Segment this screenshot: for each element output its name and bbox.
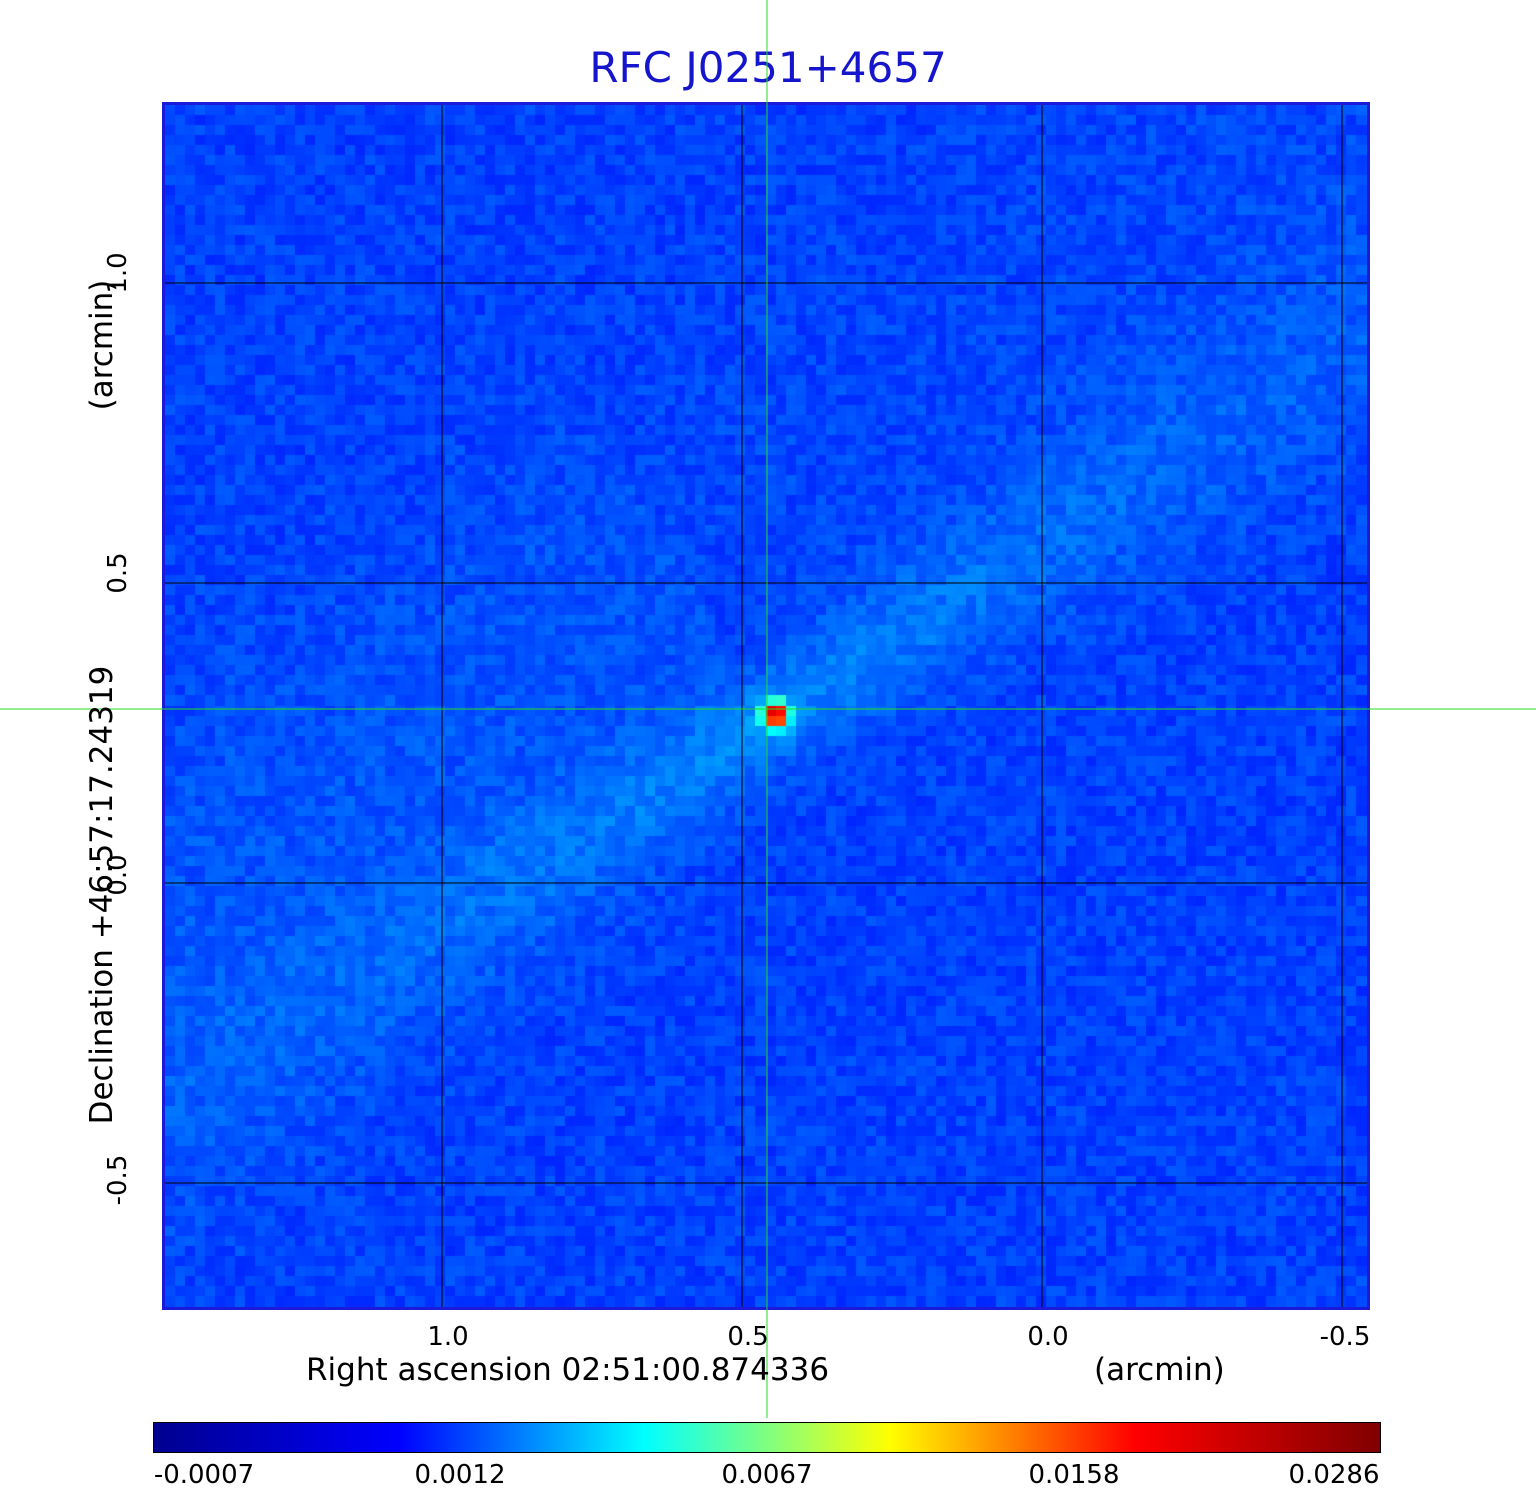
coordinate-grid: [165, 105, 1367, 1307]
x-tick-label: 1.0: [427, 1322, 469, 1352]
colorbar: [153, 1422, 1381, 1453]
y-axis-label: Declination +46:57:17.24319: [84, 665, 120, 1125]
x-tick-label: 0.5: [727, 1322, 769, 1352]
y-axis-unit: (arcmin): [84, 279, 120, 411]
y-tick-label: -0.5: [103, 1154, 133, 1206]
x-axis-unit: (arcmin): [1094, 1352, 1225, 1388]
colorbar-tick-label: 0.0286: [1288, 1460, 1380, 1490]
radio-intensity-map: [165, 105, 1367, 1307]
colorbar-tick-label: 0.0012: [414, 1460, 506, 1490]
x-tick-label: 0.0: [1027, 1322, 1069, 1352]
image-title: RFC J0251+4657: [589, 43, 947, 92]
x-tick-label: -0.5: [1319, 1322, 1371, 1352]
image-frame: [162, 102, 1370, 1310]
colorbar-tick-label: 0.0158: [1028, 1460, 1120, 1490]
y-tick-label: 0.5: [103, 552, 133, 594]
colorbar-tick-label: -0.0007: [153, 1460, 255, 1490]
x-axis-label: Right ascension 02:51:00.874336: [306, 1352, 830, 1388]
colorbar-tick-label: 0.0067: [721, 1460, 813, 1490]
